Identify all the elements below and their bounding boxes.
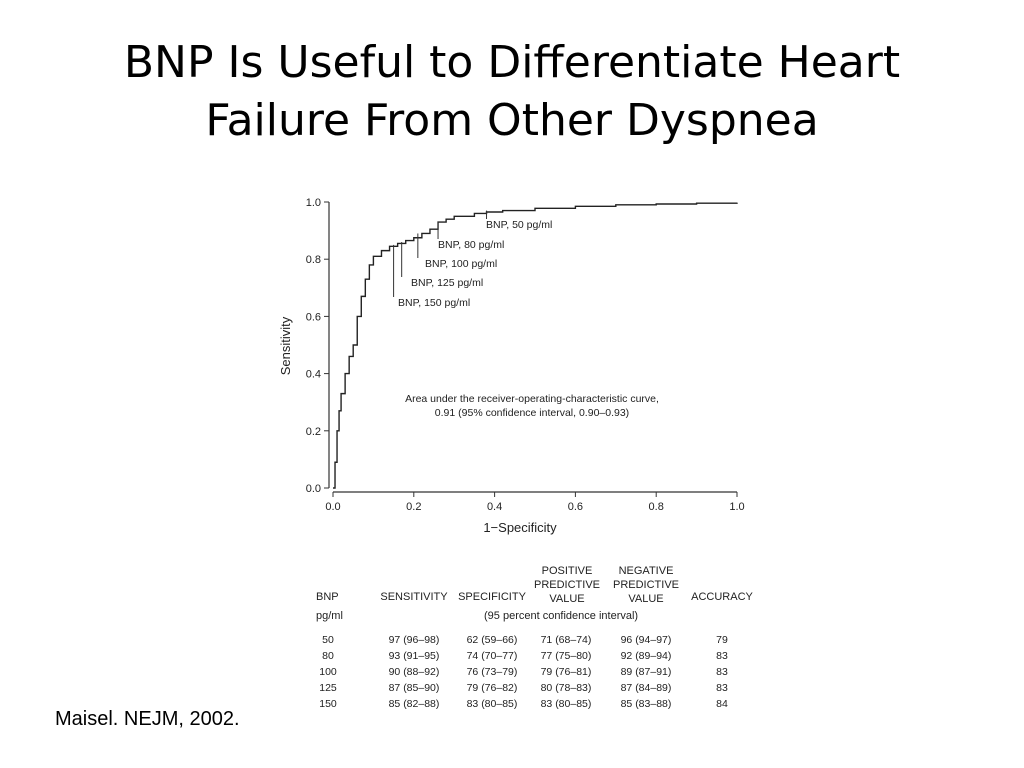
table-cell-sensitivity: 97 (96–98) (388, 634, 440, 646)
table-cell-accuracy: 83 (716, 682, 728, 694)
table-cell-npv: 87 (84–89) (620, 682, 672, 694)
x-tick-label: 0.0 (325, 501, 340, 513)
table-cell-accuracy: 79 (716, 634, 728, 646)
header-accuracy: ACCURACY (691, 591, 753, 603)
header-units: pg/ml (316, 610, 343, 622)
chart-ticks: 0.0 0.2 0.4 0.6 0.8 1.0 0.0 0.2 0.4 0.6 0.8 1.0 (306, 197, 745, 513)
table-cell-ppv: 80 (78–83) (540, 682, 592, 694)
table-cell-ppv: 77 (75–80) (540, 650, 592, 662)
chart-curve (333, 202, 738, 489)
x-axis-label: 1−Specificity (483, 520, 557, 535)
table-cell-bnp: 100 (319, 666, 337, 678)
x-tick-label: 1.0 (729, 501, 744, 513)
table-cell-sensitivity: 87 (85–90) (388, 682, 440, 694)
table-cell-sensitivity: 90 (88–92) (388, 666, 440, 678)
header-ppv-line-3: VALUE (549, 593, 585, 605)
roc-chart: 0.0 0.2 0.4 0.6 0.8 1.0 0.0 0.2 0.4 0.6 0.8 1.0 BNP… (278, 197, 745, 535)
table-cell-specificity: 76 (73–79) (466, 666, 518, 678)
header-sensitivity: SENSITIVITY (380, 591, 448, 603)
annotation-label: BNP, 80 pg/ml (438, 239, 504, 251)
y-tick-label: 1.0 (306, 197, 321, 209)
x-tick-label: 0.2 (406, 501, 421, 513)
y-tick-label: 0.2 (306, 426, 321, 438)
table-cell-bnp: 125 (319, 682, 337, 694)
table-cell-accuracy: 84 (716, 698, 728, 710)
slide-title-line-2: Failure From Other Dyspnea (205, 95, 819, 146)
chart-annotations: BNP, 50 pg/ml BNP, 80 pg/ml BNP, 100 pg/ml… (393, 210, 552, 309)
header-npv: NEGATIVE PREDICTIVE VALUE (610, 564, 682, 606)
header-npv-line-1: NEGATIVE (618, 565, 674, 577)
annotation-label: BNP, 100 pg/ml (425, 258, 497, 270)
table-cell-specificity: 79 (76–82) (466, 682, 518, 694)
x-tick-label: 0.8 (649, 501, 664, 513)
table-cell-npv: 85 (83–88) (620, 698, 672, 710)
y-tick-label: 0.6 (306, 311, 321, 323)
table-cell-specificity: 83 (80–85) (466, 698, 518, 710)
table-cell-bnp: 150 (319, 698, 337, 710)
x-tick-label: 0.6 (568, 501, 583, 513)
y-tick-label: 0.4 (306, 369, 321, 381)
y-tick-label: 0.8 (306, 254, 321, 266)
y-tick-label: 0.0 (306, 483, 321, 495)
table-cell-bnp: 80 (322, 650, 334, 662)
header-ppv: POSITIVE PREDICTIVE VALUE (534, 564, 600, 606)
auc-text-line-1: Area under the receiver-operating-charac… (405, 393, 659, 405)
slide-title: BNP Is Useful to Differentiate Heart Fai… (40, 34, 984, 150)
header-ci-note: (95 percent confidence interval) (484, 610, 639, 622)
table-cell-specificity: 74 (70–77) (466, 650, 518, 662)
table-cell-accuracy: 83 (716, 666, 728, 678)
header-ppv-line-2: PREDICTIVE (534, 579, 601, 591)
auc-text-line-2: 0.91 (95% confidence interval, 0.90–0.93… (435, 407, 629, 419)
table-cell-sensitivity: 85 (82–88) (388, 698, 440, 710)
table-cell-npv: 92 (89–94) (620, 650, 672, 662)
table-cell-bnp: 50 (322, 634, 334, 646)
x-tick-label: 0.4 (487, 501, 502, 513)
table-cell-ppv: 79 (76–81) (540, 666, 592, 678)
header-bnp: BNP (316, 591, 339, 603)
chart-axes (328, 202, 737, 493)
annotation-label: BNP, 50 pg/ml (486, 219, 552, 231)
table-cell-npv: 89 (87–91) (620, 666, 672, 678)
table-cell-ppv: 71 (68–74) (540, 634, 592, 646)
table-cell-specificity: 62 (59–66) (466, 634, 518, 646)
slide-title-line-1: BNP Is Useful to Differentiate Heart (123, 37, 901, 88)
y-axis-label: Sensitivity (278, 316, 293, 375)
roc-curve-line (333, 202, 738, 489)
citation: Maisel. NEJM, 2002. (55, 708, 240, 730)
annotation-label: BNP, 125 pg/ml (411, 277, 483, 289)
table-cell-ppv: 83 (80–85) (540, 698, 592, 710)
table-cell-sensitivity: 93 (91–95) (388, 650, 440, 662)
header-npv-line-3: VALUE (628, 593, 664, 605)
header-specificity: SPECIFICITY (458, 591, 526, 603)
table-cell-npv: 96 (94–97) (620, 634, 672, 646)
header-ppv-line-1: POSITIVE (541, 565, 593, 577)
table-cell-accuracy: 83 (716, 650, 728, 662)
bnp-table: BNP pg/ml SENSITIVITY SPECIFICITY POSITI… (306, 562, 766, 722)
header-npv-line-2: PREDICTIVE (612, 579, 679, 591)
annotation-label: BNP, 150 pg/ml (398, 297, 470, 309)
